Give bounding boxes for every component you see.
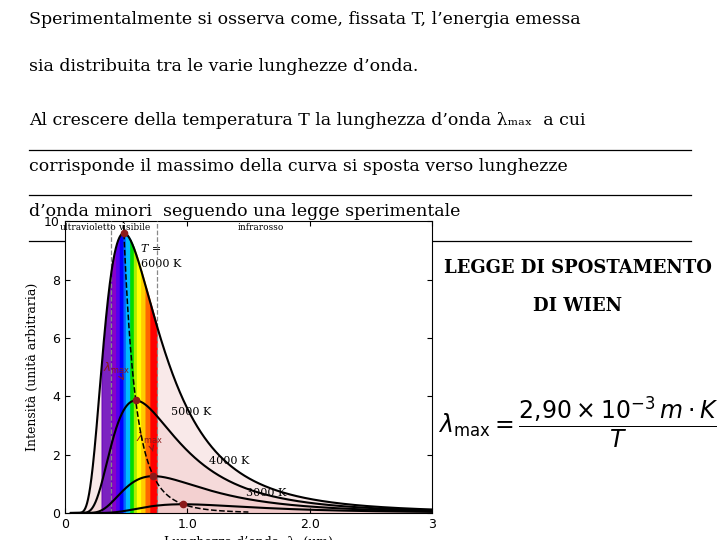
Text: sia distribuita tra le varie lunghezze d’onda.: sia distribuita tra le varie lunghezze d… [29,58,418,75]
X-axis label: Lunghezza d’onda  λ  (μm): Lunghezza d’onda λ (μm) [164,536,333,540]
Text: 5000 K: 5000 K [171,407,212,417]
Text: LEGGE DI SPOSTAMENTO: LEGGE DI SPOSTAMENTO [444,259,712,277]
Text: Sperimentalmente si osserva come, fissata T, l’energia emessa: Sperimentalmente si osserva come, fissat… [29,11,580,28]
Text: T =: T = [140,244,161,254]
Y-axis label: Intensità (unità arbitraria): Intensità (unità arbitraria) [25,283,38,451]
Text: visibile: visibile [118,222,150,232]
Text: DI WIEN: DI WIEN [534,297,622,315]
Text: ultravioletto: ultravioletto [60,222,117,232]
Text: 6000 K: 6000 K [140,259,181,269]
Text: $\lambda_{\mathrm{max}}$: $\lambda_{\mathrm{max}}$ [103,361,130,379]
Text: 4000 K: 4000 K [210,456,250,466]
Text: corrisponde il massimo della curva si sposta verso lunghezze: corrisponde il massimo della curva si sp… [29,158,567,174]
Text: $\lambda_{\mathrm{max}}$: $\lambda_{\mathrm{max}}$ [136,430,163,451]
Text: d’onda minori  seguendo una legge sperimentale: d’onda minori seguendo una legge sperime… [29,203,460,220]
Text: Al crescere della temperatura T la lunghezza d’onda λₘₐₓ  a cui: Al crescere della temperatura T la lungh… [29,112,585,129]
Text: $\lambda_{\mathrm{max}} = \dfrac{2{,}90\times10^{-3}\,m\cdot K}{T}$: $\lambda_{\mathrm{max}} = \dfrac{2{,}90\… [438,394,718,450]
Text: 3000 K: 3000 K [246,488,287,498]
Text: infrarosso: infrarosso [238,222,284,232]
